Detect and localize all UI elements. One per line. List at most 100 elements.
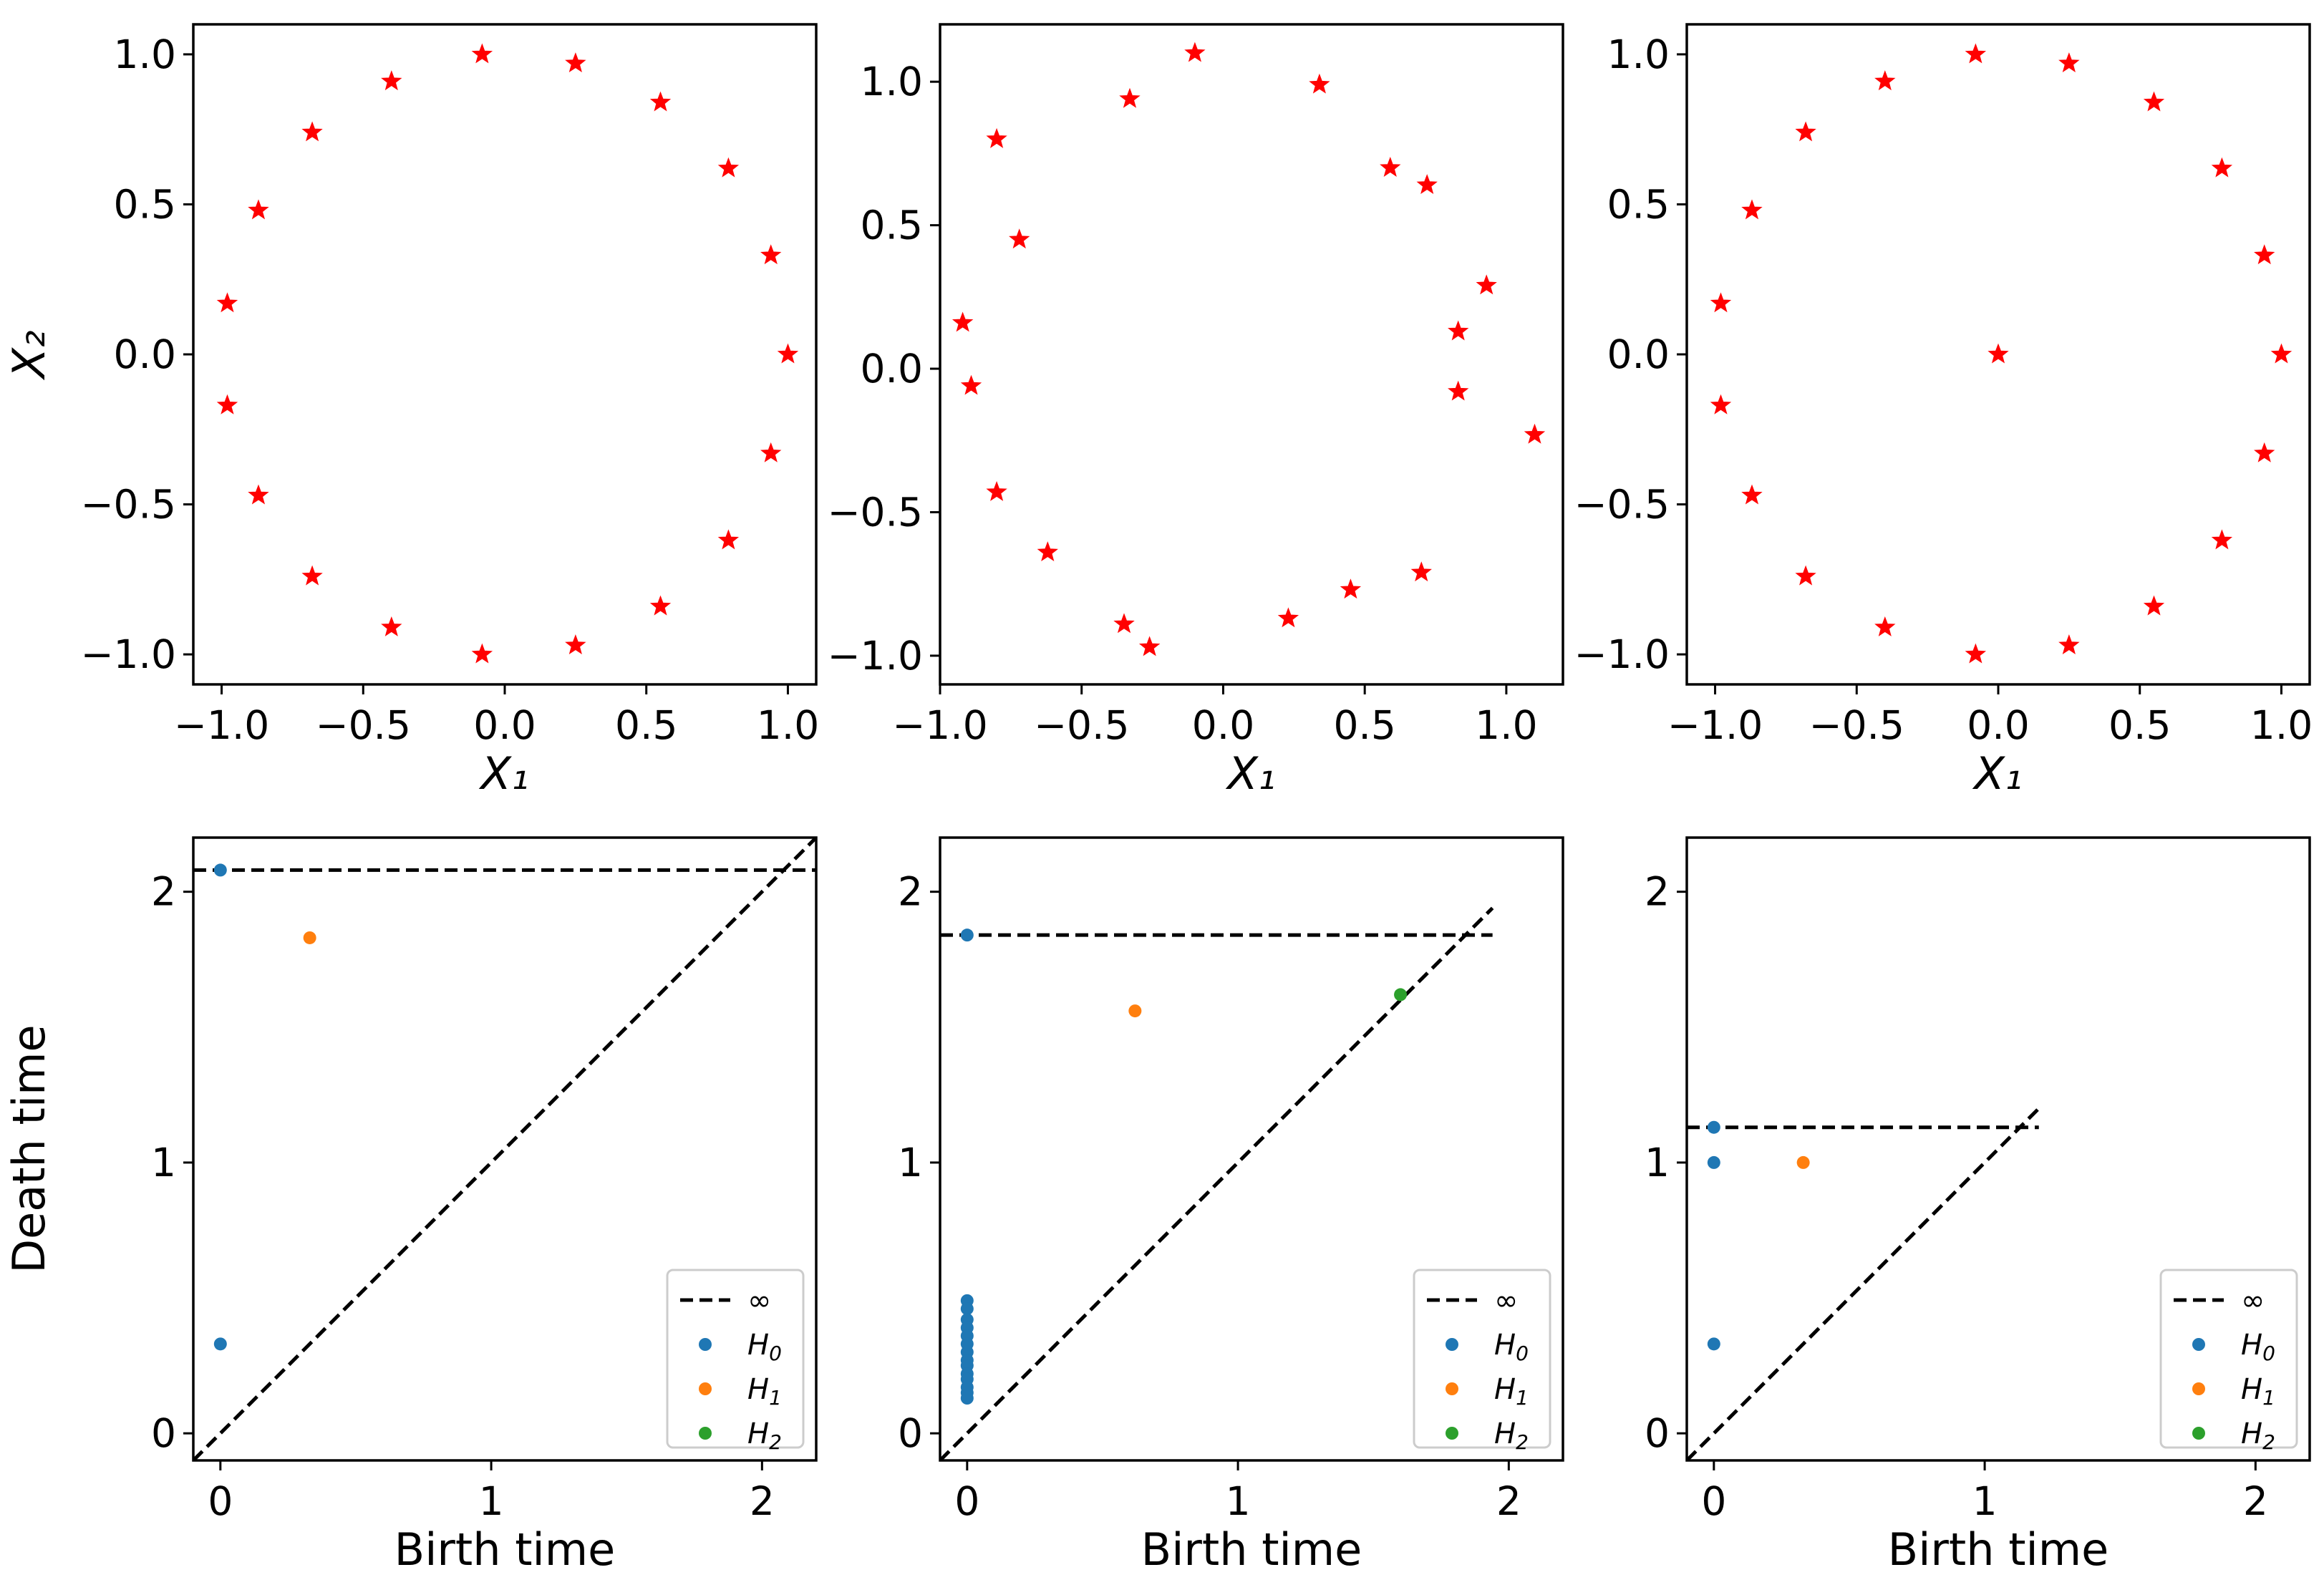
diagonal-line xyxy=(1687,1107,2040,1460)
x-tick-label: 1 xyxy=(1226,1478,1251,1524)
data-point-star xyxy=(1476,274,1497,295)
legend-label: H2 xyxy=(747,1417,782,1454)
y-tick-label: 0.0 xyxy=(861,346,923,392)
data-point-star xyxy=(1874,70,1896,91)
y-tick-label: 1 xyxy=(1645,1140,1670,1186)
data-point-star xyxy=(777,343,799,364)
data-point-star xyxy=(2211,529,2233,550)
diagonal-line xyxy=(193,838,816,1460)
x-tick-label: −1.0 xyxy=(1667,702,1763,748)
y-tick-label: 0.5 xyxy=(1607,181,1670,227)
data-point-star xyxy=(565,634,586,654)
data-point-star xyxy=(1741,199,1763,220)
x-tick-label: 1 xyxy=(1972,1478,1998,1524)
legend-frame xyxy=(2159,1269,2298,1449)
data-point-star xyxy=(216,394,238,414)
data-point-star xyxy=(2211,157,2233,178)
point-h1 xyxy=(1796,1155,1810,1169)
x-tick-label: 2 xyxy=(1496,1478,1521,1524)
legend-label: ∞ xyxy=(1494,1284,1518,1317)
y-tick-label: −1.0 xyxy=(827,633,923,679)
x-tick-label: 0.5 xyxy=(2108,702,2171,748)
legend-h2-swatch xyxy=(1446,1427,1458,1440)
data-point-star xyxy=(649,91,672,112)
legend-label: H0 xyxy=(2241,1329,2275,1365)
data-point-star xyxy=(2254,244,2275,265)
point-h0 xyxy=(960,1392,974,1405)
data-point-star xyxy=(1113,613,1135,634)
y-tick-label: 1.0 xyxy=(114,31,176,77)
panel-top-right: −1.0 −0.5 0.0 0.5 1.0 1.0 0.5 0.0 −0.5 −1.0 X₁ xyxy=(1574,23,2313,800)
legend-h1-swatch xyxy=(1446,1382,1458,1395)
data-point-star xyxy=(1309,73,1330,94)
legend-h0-swatch xyxy=(2192,1338,2205,1351)
y-tick-label: −0.5 xyxy=(80,482,176,528)
y-tick-label: −0.5 xyxy=(1574,482,1670,528)
x-tick-label: 0.5 xyxy=(615,702,677,748)
data-point-star xyxy=(248,484,269,505)
data-point-star xyxy=(760,244,782,265)
y-tick-label: −0.5 xyxy=(827,489,923,535)
y-tick-label: −1.0 xyxy=(1574,631,1670,677)
data-point-star xyxy=(381,616,402,636)
x-tick-label: 1.0 xyxy=(1475,702,1537,748)
axes-frame xyxy=(1685,23,2311,686)
data-point-star xyxy=(2143,595,2165,616)
x-tick-label: 0 xyxy=(208,1478,233,1524)
point-h0 xyxy=(960,1302,974,1316)
data-point-star xyxy=(1710,394,1732,414)
y-tick-label: 1 xyxy=(151,1140,176,1186)
x-tick-label: 1 xyxy=(479,1478,504,1524)
data-point-star xyxy=(2270,343,2292,364)
data-point-star xyxy=(1965,43,1987,64)
data-point-star xyxy=(301,121,323,142)
data-point-star xyxy=(717,529,740,550)
y-axis-label: X₂ xyxy=(3,330,55,380)
legend-h1-swatch xyxy=(699,1382,712,1395)
x-tick-label: 0.0 xyxy=(1967,702,2029,748)
axes-frame xyxy=(192,836,818,1462)
legend-h0-swatch xyxy=(699,1338,712,1351)
legend-label: ∞ xyxy=(2241,1284,2265,1317)
data-point-star xyxy=(1380,156,1401,177)
y-tick-label: 0.5 xyxy=(861,203,923,248)
point-h0 xyxy=(213,1337,227,1351)
axes-frame xyxy=(192,23,818,686)
y-tick-label: 0.0 xyxy=(1607,331,1670,377)
data-point-star xyxy=(1119,87,1141,108)
data-point-star xyxy=(649,595,672,616)
point-h0 xyxy=(1707,1337,1720,1351)
x-tick-label: −1.0 xyxy=(174,702,270,748)
point-h2 xyxy=(1394,988,1408,1002)
plot-area xyxy=(952,42,1546,656)
x-tick-label: 2 xyxy=(750,1478,775,1524)
data-point-star xyxy=(2058,52,2080,72)
data-point-star xyxy=(248,199,269,220)
point-h1 xyxy=(1128,1004,1142,1018)
data-point-star xyxy=(2254,442,2275,462)
data-point-star xyxy=(1138,636,1161,656)
x-tick-label: 1.0 xyxy=(757,702,819,748)
data-point-star xyxy=(471,643,493,664)
y-tick-label: 0.5 xyxy=(114,181,176,227)
data-point-star xyxy=(1410,561,1432,582)
x-axis-label: X₁ xyxy=(478,747,528,800)
data-point-star xyxy=(2143,91,2165,112)
plot-area xyxy=(193,838,816,1460)
x-tick-label: 0 xyxy=(954,1478,979,1524)
x-tick-label: 0.0 xyxy=(473,702,536,748)
data-point-star xyxy=(1448,320,1469,341)
plot-area xyxy=(940,906,1494,1460)
legend-h2-swatch xyxy=(2192,1427,2205,1440)
x-tick-label: −1.0 xyxy=(892,702,988,748)
y-tick-label: 0.0 xyxy=(114,331,176,377)
y-tick-label: 2 xyxy=(898,869,923,915)
y-axis-label: Death time xyxy=(3,1024,55,1273)
data-point-star xyxy=(986,127,1007,148)
x-tick-label: −0.5 xyxy=(1809,702,1904,748)
legend-h1-swatch xyxy=(2192,1382,2205,1395)
